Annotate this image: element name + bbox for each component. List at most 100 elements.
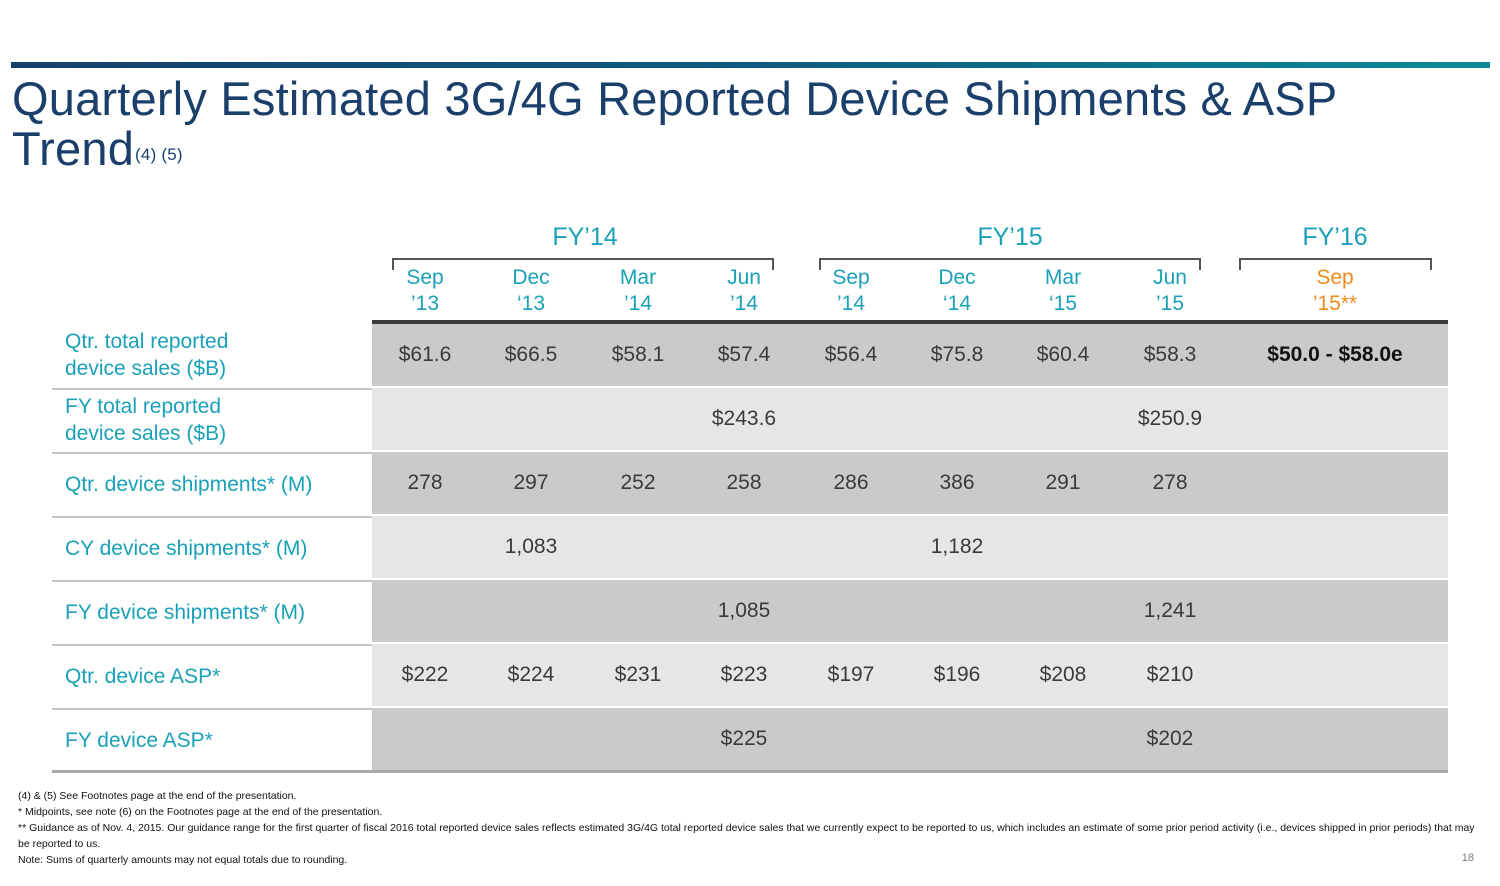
row-label: Qtr. total reported device sales ($B) — [52, 324, 372, 386]
table-row: CY device shipments* (M) 1,083 1,182 — [52, 516, 1448, 578]
table-cell: $197 — [827, 663, 875, 686]
quarter-header: Dec ‘13 — [478, 265, 584, 317]
table-row: FY total reported device sales ($B) $243.… — [52, 388, 1448, 450]
table-bottom-rule — [52, 770, 1448, 773]
table-row: FY device ASP* $225 $202 — [52, 708, 1448, 770]
table-cell: $210 — [1146, 663, 1194, 686]
quarter-month: Sep — [1316, 266, 1354, 289]
table-cell: $196 — [933, 663, 981, 686]
table-row: Qtr. device shipments* (M) 278 297 252 258 28… — [52, 452, 1448, 514]
row-values: $222 $224 $231 $223 $197 $196 $208 $210 — [372, 644, 1448, 706]
table-row: Qtr. total reported device sales ($B) $61… — [52, 324, 1448, 386]
table-cell: 1,085 — [717, 599, 771, 622]
row-label: FY device ASP* — [52, 708, 372, 770]
quarter-month: Sep — [832, 266, 870, 289]
table-cell: 278 — [1152, 471, 1188, 494]
table-cell: $58.1 — [611, 343, 665, 366]
bracket-fy15 — [819, 258, 1201, 270]
table-cell: $250.9 — [1137, 407, 1203, 430]
row-values: 278 297 252 258 286 386 291 278 — [372, 452, 1448, 514]
table-cell: $56.4 — [824, 343, 878, 366]
row-values: $61.6 $66.5 $58.1 $57.4 $56.4 $75.8 $60.4 $58.3… — [372, 324, 1448, 386]
row-label-text: CY device shipments* (M) — [65, 536, 308, 560]
quarter-month: Sep — [406, 266, 444, 289]
page-title: Quarterly Estimated 3G/4G Reported Devic… — [12, 74, 1482, 174]
row-values: $243.6 $250.9 — [372, 388, 1448, 450]
quarter-header: Sep ’13 — [372, 265, 478, 317]
quarter-year: ‘14 — [942, 292, 972, 315]
quarter-header: Mar ’14 — [585, 265, 691, 317]
quarter-month: Dec — [938, 266, 976, 289]
table-cell: 1,241 — [1143, 599, 1197, 622]
quarter-year: ’13 — [410, 292, 440, 315]
table-cell: $75.8 — [930, 343, 984, 366]
table-cell: $58.3 — [1143, 343, 1197, 366]
table-row: Qtr. device ASP* $222 $224 $231 $223 $197 $196… — [52, 644, 1448, 706]
row-label-text: Qtr. device shipments* (M) — [65, 472, 313, 496]
quarter-header: Sep ’14 — [798, 265, 904, 317]
row-values: 1,083 1,182 — [372, 516, 1448, 578]
page-title-text: Quarterly Estimated 3G/4G Reported Devic… — [12, 72, 1337, 175]
quarter-month: Jun — [727, 266, 761, 289]
table-cell: $223 — [720, 663, 768, 686]
table-row: FY device shipments* (M) 1,085 1,241 — [52, 580, 1448, 642]
title-footnote-ref: (4) (5) — [135, 145, 183, 164]
quarter-header: Jun ’15 — [1117, 265, 1223, 317]
row-label: Qtr. device shipments* (M) — [52, 452, 372, 514]
bracket-fy14 — [392, 258, 774, 270]
row-label: FY total reported device sales ($B) — [52, 388, 372, 450]
table-cell: $202 — [1146, 727, 1194, 750]
quarter-year: ’14 — [729, 292, 759, 315]
table-cell: $231 — [614, 663, 662, 686]
table-cell: $225 — [720, 727, 768, 750]
quarter-year: ‘15 — [1048, 292, 1078, 315]
row-label-text: Qtr. device ASP* — [65, 664, 221, 688]
row-label-text: FY total reported device sales ($B) — [65, 395, 227, 445]
footnote-3: ** Guidance as of Nov. 4, 2015. Our guid… — [18, 822, 1475, 850]
quarter-month: Jun — [1153, 266, 1187, 289]
table-cell: 258 — [726, 471, 762, 494]
quarter-header: Dec ‘14 — [904, 265, 1010, 317]
row-label: FY device shipments* (M) — [52, 580, 372, 642]
quarter-month: Mar — [1044, 266, 1082, 289]
row-label-text: FY device shipments* (M) — [65, 600, 306, 624]
footnote-2: * Midpoints, see note (6) on the Footnot… — [18, 806, 383, 818]
table-cell: 1,182 — [930, 535, 984, 558]
table-cell: 278 — [407, 471, 443, 494]
row-label-text: FY device ASP* — [65, 728, 213, 752]
table-header-rule — [372, 320, 1448, 324]
quarter-year: ’14 — [623, 292, 653, 315]
bracket-fy16 — [1239, 258, 1432, 270]
quarter-year: ’15** — [1312, 292, 1358, 315]
row-values: 1,085 1,241 — [372, 580, 1448, 642]
quarter-year: ’15 — [1155, 292, 1185, 315]
table-cell: $243.6 — [711, 407, 777, 430]
header-accent-bar — [11, 62, 1490, 68]
row-label: CY device shipments* (M) — [52, 516, 372, 578]
fiscal-year-header-fy14: FY’14 — [552, 223, 618, 251]
fiscal-year-header-fy16: FY’16 — [1302, 223, 1368, 251]
quarter-header: Sep ’15** — [1240, 265, 1430, 317]
row-label: Qtr. device ASP* — [52, 644, 372, 706]
table-cell: $222 — [401, 663, 449, 686]
table-cell: $60.4 — [1036, 343, 1090, 366]
row-values: $225 $202 — [372, 708, 1448, 770]
quarter-header: Jun ’14 — [691, 265, 797, 317]
footnote-1: (4) & (5) See Footnotes page at the end … — [18, 790, 297, 802]
row-label-text: Qtr. total reported device sales ($B) — [65, 330, 229, 380]
table-cell: 297 — [513, 471, 549, 494]
table-cell: 252 — [620, 471, 656, 494]
table-cell: $57.4 — [717, 343, 771, 366]
shipments-asp-table: Qtr. total reported device sales ($B) $61… — [52, 320, 1448, 773]
quarter-month: Mar — [619, 266, 657, 289]
quarter-header: Mar ‘15 — [1010, 265, 1116, 317]
table-cell: 291 — [1045, 471, 1081, 494]
page-number: 18 — [1461, 852, 1474, 864]
quarter-month: Dec — [512, 266, 550, 289]
table-cell: 286 — [833, 471, 869, 494]
table-cell: $208 — [1039, 663, 1087, 686]
footnotes: (4) & (5) See Footnotes page at the end … — [18, 788, 1483, 868]
table-cell: $224 — [507, 663, 555, 686]
quarter-year: ‘13 — [516, 292, 546, 315]
footnote-4: Note: Sums of quarterly amounts may not … — [18, 854, 348, 866]
